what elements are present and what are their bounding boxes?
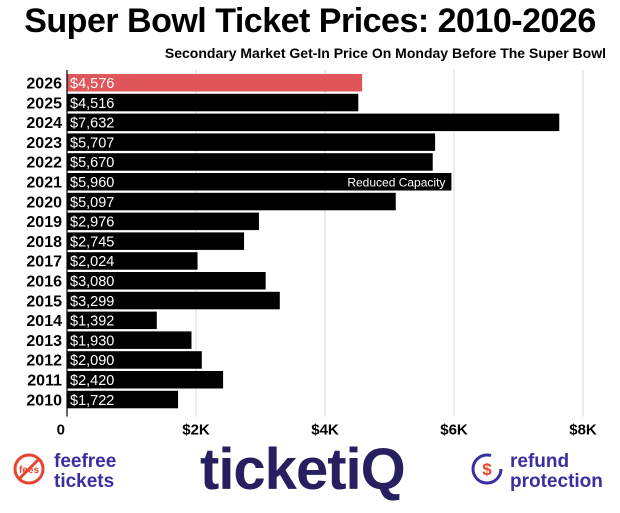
year-label-2016: 2016 bbox=[26, 274, 62, 291]
value-label-2026: $4,576 bbox=[70, 76, 114, 92]
year-label-2012: 2012 bbox=[26, 353, 62, 370]
bar-2018 bbox=[67, 232, 245, 250]
chart-subtitle: Secondary Market Get-In Price On Monday … bbox=[164, 45, 606, 61]
bar-2015 bbox=[67, 291, 280, 310]
value-label-2024: $7,632 bbox=[70, 116, 114, 132]
value-label-2021: $5,960 bbox=[70, 175, 114, 191]
footer: fees feefree tickets ticketiQ $ refund p… bbox=[0, 437, 620, 513]
bar-2010 bbox=[67, 390, 179, 409]
bar-2024 bbox=[67, 113, 560, 132]
year-label-2023: 2023 bbox=[26, 135, 62, 152]
value-label-2015: $3,299 bbox=[70, 294, 114, 310]
year-label-2014: 2014 bbox=[26, 313, 62, 330]
value-label-2010: $1,722 bbox=[70, 393, 114, 409]
x-tick-label: $2K bbox=[182, 422, 210, 439]
refund-dollar-icon: $ bbox=[471, 453, 503, 485]
bar-2020 bbox=[67, 192, 396, 211]
bar-2014 bbox=[67, 311, 157, 330]
value-label-2012: $2,090 bbox=[70, 353, 114, 369]
year-label-2013: 2013 bbox=[26, 333, 62, 350]
x-tick-label: 0 bbox=[57, 422, 65, 439]
value-label-2022: $5,670 bbox=[70, 155, 114, 171]
year-label-2015: 2015 bbox=[26, 293, 62, 310]
value-label-2017: $2,024 bbox=[70, 254, 114, 270]
bar-2016 bbox=[67, 272, 266, 290]
bar-2025 bbox=[67, 93, 359, 112]
year-label-2019: 2019 bbox=[26, 214, 62, 231]
ticketiq-logo: ticketiQ bbox=[200, 437, 406, 502]
value-label-2016: $3,080 bbox=[70, 274, 114, 290]
year-label-2021: 2021 bbox=[26, 175, 62, 192]
chart-title: Super Bowl Ticket Prices: 2010-2026 bbox=[24, 2, 596, 40]
value-label-2019: $2,976 bbox=[70, 215, 114, 231]
bar-2023 bbox=[67, 133, 436, 151]
year-label-2011: 2011 bbox=[27, 373, 62, 390]
feefree-tickets-logo: fees feefree tickets bbox=[12, 448, 152, 498]
feefree-text: feefree bbox=[54, 451, 117, 472]
value-label-2014: $1,392 bbox=[70, 314, 114, 330]
value-label-2013: $1,930 bbox=[70, 333, 114, 349]
value-label-2025: $4,516 bbox=[70, 96, 114, 112]
bar-2013 bbox=[67, 331, 192, 349]
bar-2011 bbox=[67, 371, 224, 389]
year-label-2024: 2024 bbox=[26, 115, 62, 132]
bar-chart: 2026 $4,576 2025 $4,516 2024 $7,632 2023 $5,707… bbox=[26, 70, 597, 439]
x-tick-label: $4K bbox=[311, 422, 339, 439]
year-label-2010: 2010 bbox=[26, 392, 62, 409]
no-fees-icon: fees bbox=[13, 453, 45, 485]
year-label-2022: 2022 bbox=[26, 155, 62, 172]
bar-2026 bbox=[67, 74, 363, 92]
bar-2017 bbox=[67, 252, 198, 270]
bar-2019 bbox=[67, 212, 259, 231]
bar-2021 bbox=[67, 173, 452, 191]
bar-2022 bbox=[67, 153, 433, 171]
dollar-symbol: $ bbox=[482, 460, 492, 479]
year-label-2020: 2020 bbox=[26, 194, 62, 211]
value-label-2020: $5,097 bbox=[70, 195, 114, 211]
x-tick-label: $8K bbox=[569, 422, 597, 439]
protection-text: protection bbox=[510, 471, 603, 492]
annotation-reduced-capacity: Reduced Capacity bbox=[347, 176, 445, 190]
bar-2012 bbox=[67, 351, 202, 369]
year-label-2017: 2017 bbox=[26, 254, 62, 271]
refund-protection-logo: $ refund protection bbox=[470, 448, 615, 498]
value-label-2023: $5,707 bbox=[70, 135, 114, 151]
tickets-text: tickets bbox=[54, 471, 115, 492]
year-label-2025: 2025 bbox=[26, 95, 62, 112]
year-label-2026: 2026 bbox=[26, 76, 62, 93]
value-label-2011: $2,420 bbox=[70, 373, 114, 389]
x-tick-label: $6K bbox=[440, 422, 468, 439]
value-label-2018: $2,745 bbox=[70, 234, 114, 250]
year-label-2018: 2018 bbox=[26, 234, 62, 251]
refund-text: refund bbox=[510, 451, 570, 472]
